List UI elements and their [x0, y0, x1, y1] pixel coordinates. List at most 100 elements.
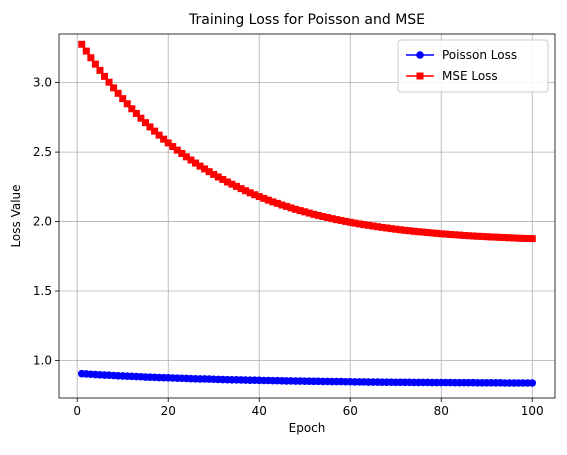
mse-loss-point [160, 135, 168, 143]
mse-loss-point [505, 234, 513, 242]
mse-loss-point [446, 230, 454, 238]
mse-loss-point [128, 105, 136, 113]
series-layer [77, 40, 537, 387]
mse-loss-point [474, 232, 482, 240]
mse-loss-point [333, 216, 341, 224]
mse-loss-point [401, 226, 409, 234]
legend: Poisson Loss MSE Loss [397, 39, 549, 93]
y-tick-label: 2.5 [33, 145, 52, 159]
legend-poisson-loss-marker [416, 51, 424, 59]
mse-loss-point [105, 78, 113, 86]
mse-loss-point [292, 205, 300, 213]
mse-loss-point [314, 211, 322, 219]
mse-loss-point [214, 173, 222, 181]
mse-loss-point [483, 233, 491, 241]
x-axis-label: Epoch [289, 421, 326, 435]
mse-loss-point [510, 234, 518, 242]
mse-loss-point [455, 231, 463, 239]
y-tick-label: 1.5 [33, 284, 52, 298]
mse-loss-point [405, 227, 413, 235]
mse-loss-point [387, 225, 395, 233]
mse-loss-point [414, 228, 422, 236]
y-tick-label: 3.0 [33, 76, 52, 90]
mse-loss-point [178, 149, 186, 157]
x-tick-label: 60 [343, 404, 358, 418]
mse-loss-point [501, 234, 509, 242]
mse-loss-point [301, 208, 309, 216]
mse-loss-point [524, 235, 532, 243]
mse-loss-point [242, 187, 250, 195]
mse-loss-point [123, 100, 131, 108]
mse-loss-point [228, 180, 236, 188]
mse-loss-point [319, 213, 327, 221]
mse-loss-point [337, 216, 345, 224]
mse-loss-point [465, 232, 473, 240]
mse-loss-point [223, 178, 231, 186]
mse-loss-point [378, 223, 386, 231]
mse-loss-point [260, 194, 268, 202]
mse-loss-point [496, 233, 504, 241]
mse-loss-point [251, 191, 259, 199]
mse-loss-point [478, 232, 486, 240]
mse-loss-point [424, 229, 432, 237]
mse-loss-point [187, 156, 195, 164]
mse-loss-point [433, 229, 441, 237]
mse-loss-point [137, 114, 145, 122]
mse-loss-point [192, 159, 200, 167]
mse-loss-point [351, 219, 359, 227]
mse-loss-point [269, 198, 277, 206]
mse-loss-point [487, 233, 495, 241]
mse-loss-point [155, 131, 163, 139]
poisson-loss-point [528, 379, 537, 387]
mse-loss-point [469, 232, 477, 240]
mse-loss-point [519, 234, 527, 242]
tick-layer: 0 20 40 60 80 100 1.0 1.5 2.0 2.5 3.0 [33, 76, 544, 418]
mse-loss-point [310, 210, 318, 218]
x-tick-label: 0 [73, 404, 81, 418]
mse-loss-point [283, 202, 291, 210]
mse-loss-point [383, 224, 391, 232]
mse-loss-point [442, 230, 450, 238]
mse-loss-point [278, 201, 286, 209]
mse-loss-point [82, 47, 90, 55]
y-tick-label: 2.0 [33, 215, 52, 229]
mse-loss-point [141, 119, 149, 127]
mse-loss-point [119, 95, 127, 103]
mse-loss-point [173, 146, 181, 154]
mse-loss-point [364, 221, 372, 229]
mse-loss-point [110, 84, 118, 92]
mse-loss-point [169, 143, 177, 151]
mse-loss-point [369, 222, 377, 230]
chart-title: Training Loss for Poisson and MSE [188, 12, 425, 28]
x-tick-label: 40 [252, 404, 267, 418]
mse-loss-point [346, 218, 354, 226]
mse-loss-point [151, 127, 159, 135]
mse-loss-point [287, 204, 295, 212]
mse-loss-point [323, 214, 331, 222]
mse-loss-point [451, 231, 459, 239]
y-tick-label: 1.0 [33, 353, 52, 367]
mse-loss-point [264, 196, 272, 204]
mse-loss-point [296, 207, 304, 215]
legend-mse-loss-label: MSE Loss [442, 69, 498, 83]
mse-loss-point [273, 199, 281, 207]
x-tick-label: 80 [434, 404, 449, 418]
mse-loss-point [255, 193, 263, 201]
mse-loss-point [101, 72, 109, 80]
mse-loss-point [460, 231, 468, 239]
mse-loss-point [205, 168, 213, 176]
mse-loss-point [164, 139, 172, 147]
mse-loss-point [428, 229, 436, 237]
mse-loss-point [182, 153, 190, 161]
mse-loss-point [132, 109, 140, 117]
mse-loss-point [360, 221, 368, 229]
mse-loss-point [528, 235, 536, 243]
mse-loss-point [87, 54, 95, 62]
mse-loss-point [96, 66, 104, 74]
mse-loss-point [146, 123, 154, 131]
mse-loss-point [219, 175, 227, 183]
mse-loss-point [237, 185, 245, 193]
legend-poisson-loss-label: Poisson Loss [442, 48, 517, 62]
x-tick-label: 100 [521, 404, 544, 418]
legend-box [397, 39, 549, 93]
